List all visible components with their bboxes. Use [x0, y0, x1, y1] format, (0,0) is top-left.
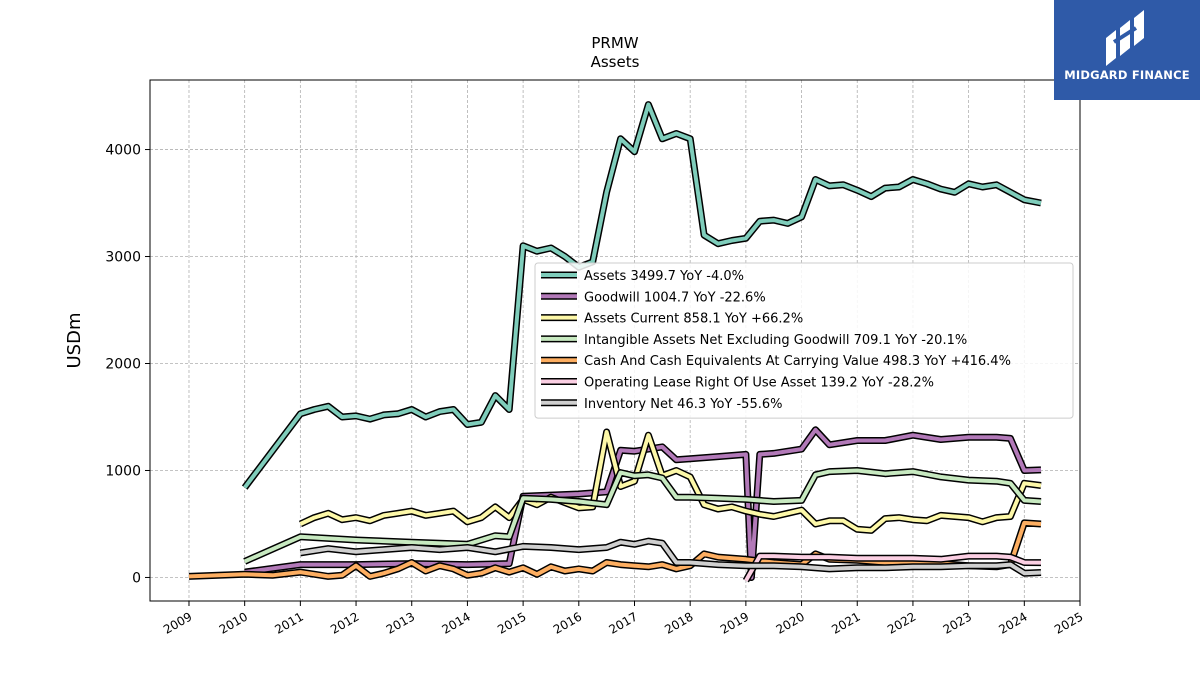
logo-text: MIDGARD FINANCE [1064, 68, 1190, 82]
plot-frame [149, 79, 1081, 602]
chart-title: PRMW [591, 34, 638, 52]
series-line-3 [243, 468, 1042, 564]
x-tick-label: 2013 [384, 609, 417, 636]
legend-label: Inventory Net 46.3 YoY -55.6% [584, 397, 783, 412]
legend-label: Cash And Cash Equivalents At Carrying Va… [584, 354, 1011, 369]
legend-label: Intangible Assets Net Excluding Goodwill… [584, 333, 967, 348]
x-tick-label: 2020 [774, 609, 807, 636]
x-tick-label: 2016 [551, 609, 584, 636]
x-tick-label: 2009 [161, 609, 194, 636]
series-line-2 [299, 430, 1042, 533]
x-tick-label: 2014 [439, 609, 472, 636]
series-lines [188, 101, 1042, 583]
chart-subtitle: Assets [591, 53, 640, 71]
brand-logo: MIDGARD FINANCE [1054, 0, 1200, 100]
x-tick-label: 2021 [829, 609, 862, 636]
legend-box [534, 262, 1074, 419]
series-line-5 [744, 554, 1042, 582]
x-tick-label: 2017 [607, 609, 640, 636]
y-axis-label: USDm [64, 313, 85, 369]
x-tick-label: 2025 [1052, 609, 1085, 636]
y-tick-label: 2000 [105, 357, 141, 373]
x-tick-label: 2018 [662, 609, 695, 636]
series-line-6 [300, 539, 1042, 576]
legend-label: Assets Current 858.1 YoY +66.2% [584, 312, 803, 327]
y-tick-label: 4000 [105, 143, 141, 159]
y-tick-label: 3000 [105, 250, 141, 266]
y-tick-label: 0 [132, 570, 141, 586]
x-tick-label: 2024 [996, 609, 1029, 636]
x-tick-label: 2015 [495, 609, 528, 636]
x-tick-label: 2010 [217, 609, 250, 636]
x-tick-label: 2023 [941, 609, 974, 636]
x-tick-label: 2012 [328, 609, 361, 636]
x-tick-label: 2019 [718, 609, 751, 636]
legend-label: Goodwill 1004.7 YoY -22.6% [584, 290, 766, 305]
legend-label: Assets 3499.7 YoY -4.0% [584, 269, 744, 284]
series-line-1 [244, 427, 1042, 580]
x-tick-label: 2022 [885, 609, 918, 636]
series-line-0 [243, 102, 1042, 489]
logo-mark-icon [1106, 10, 1144, 66]
legend: Assets 3499.7 YoY -4.0% Goodwill 1004.7 Y… [534, 262, 1074, 419]
legend-label: Operating Lease Right Of Use Asset 139.2… [584, 376, 934, 391]
y-tick-label: 1000 [105, 463, 141, 479]
x-tick-label: 2011 [272, 609, 305, 636]
